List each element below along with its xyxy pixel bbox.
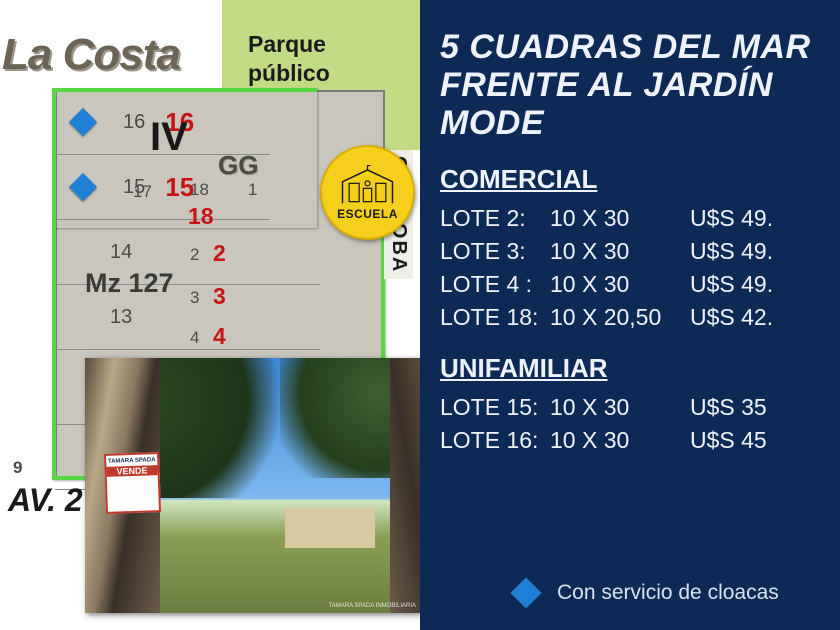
block-label-iv: IV (150, 115, 188, 160)
lot-number-16: 16 (123, 111, 145, 134)
comercial-section-title: COMERCIAL (440, 164, 820, 195)
lot-number-3-gray: 3 (190, 288, 199, 308)
property-photo[interactable]: TAMARA SPADA VENDE TAMARA SPADA INMOBILI… (85, 358, 420, 613)
for-sale-sign: TAMARA SPADA VENDE (104, 452, 161, 514)
school-badge-text: ESCUELA (337, 207, 398, 221)
cloacas-diamond-icon (510, 577, 541, 608)
comercial-row-1: LOTE 3: 10 X 30 U$S 49. (440, 238, 820, 265)
comercial-row-2: LOTE 4 : 10 X 30 U$S 49. (440, 271, 820, 298)
park-label: Parque público (248, 30, 398, 88)
unifamiliar-section-title: UNIFAMILIAR (440, 353, 820, 384)
unifamiliar-row-1: LOTE 16: 10 X 30 U$S 45 (440, 427, 820, 454)
lot-number-1: 1 (248, 180, 257, 200)
cloacas-note-text: Con servicio de cloacas (557, 581, 779, 605)
unifamiliar-row-0: LOTE 15: 10 X 30 U$S 35 (440, 394, 820, 421)
cloaca-diamond-icon-16 (69, 108, 97, 136)
comercial-row-3: LOTE 18: 10 X 20,50 U$S 42. (440, 304, 820, 331)
real-estate-flyer: La Costa Parque público 16 16 15 15 14 1… (0, 0, 840, 630)
street-label-la-costa: La Costa (2, 30, 180, 80)
lot-number-17: 17 (133, 182, 152, 202)
lot-number-18-gray: 18 (190, 180, 209, 200)
unifamiliar-rows: LOTE 15: 10 X 30 U$S 35 LOTE 16: 10 X 30… (440, 394, 820, 454)
sub-block-label-gg: GG (218, 150, 258, 181)
lot-number-13: 13 (110, 306, 132, 329)
comercial-rows: LOTE 2: 10 X 30 U$S 49. LOTE 3: 10 X 30 … (440, 205, 820, 331)
school-badge[interactable]: ESCUELA (320, 145, 415, 240)
lot-number-9: 9 (13, 458, 22, 478)
photo-background-building (285, 508, 375, 548)
cloacas-note-row: Con servicio de cloacas (515, 581, 779, 605)
lot-highlight-18: 18 (188, 203, 214, 230)
comercial-row-0: LOTE 2: 10 X 30 U$S 49. (440, 205, 820, 232)
info-panel: 5 CUADRAS DEL MAR Frente al jardín Mode … (420, 0, 840, 630)
lot-number-4-gray: 4 (190, 328, 199, 348)
manzana-label: Mz 127 (85, 268, 174, 299)
map-panel: La Costa Parque público 16 16 15 15 14 1… (0, 0, 420, 630)
photo-watermark-text: TAMARA SPADA INMOBILIARIA (329, 603, 416, 609)
school-icon (340, 165, 395, 205)
photo-tree-trunk-right (390, 358, 420, 613)
lot-highlight-3: 3 (213, 283, 226, 310)
headline-text: 5 CUADRAS DEL MAR Frente al jardín Mode (440, 28, 820, 142)
lot-highlight-4: 4 (213, 323, 226, 350)
lot-highlight-2: 2 (213, 240, 226, 267)
lot-number-2-gray: 2 (190, 245, 199, 265)
lot-number-14: 14 (110, 241, 132, 264)
cloaca-diamond-icon-15 (69, 173, 97, 201)
